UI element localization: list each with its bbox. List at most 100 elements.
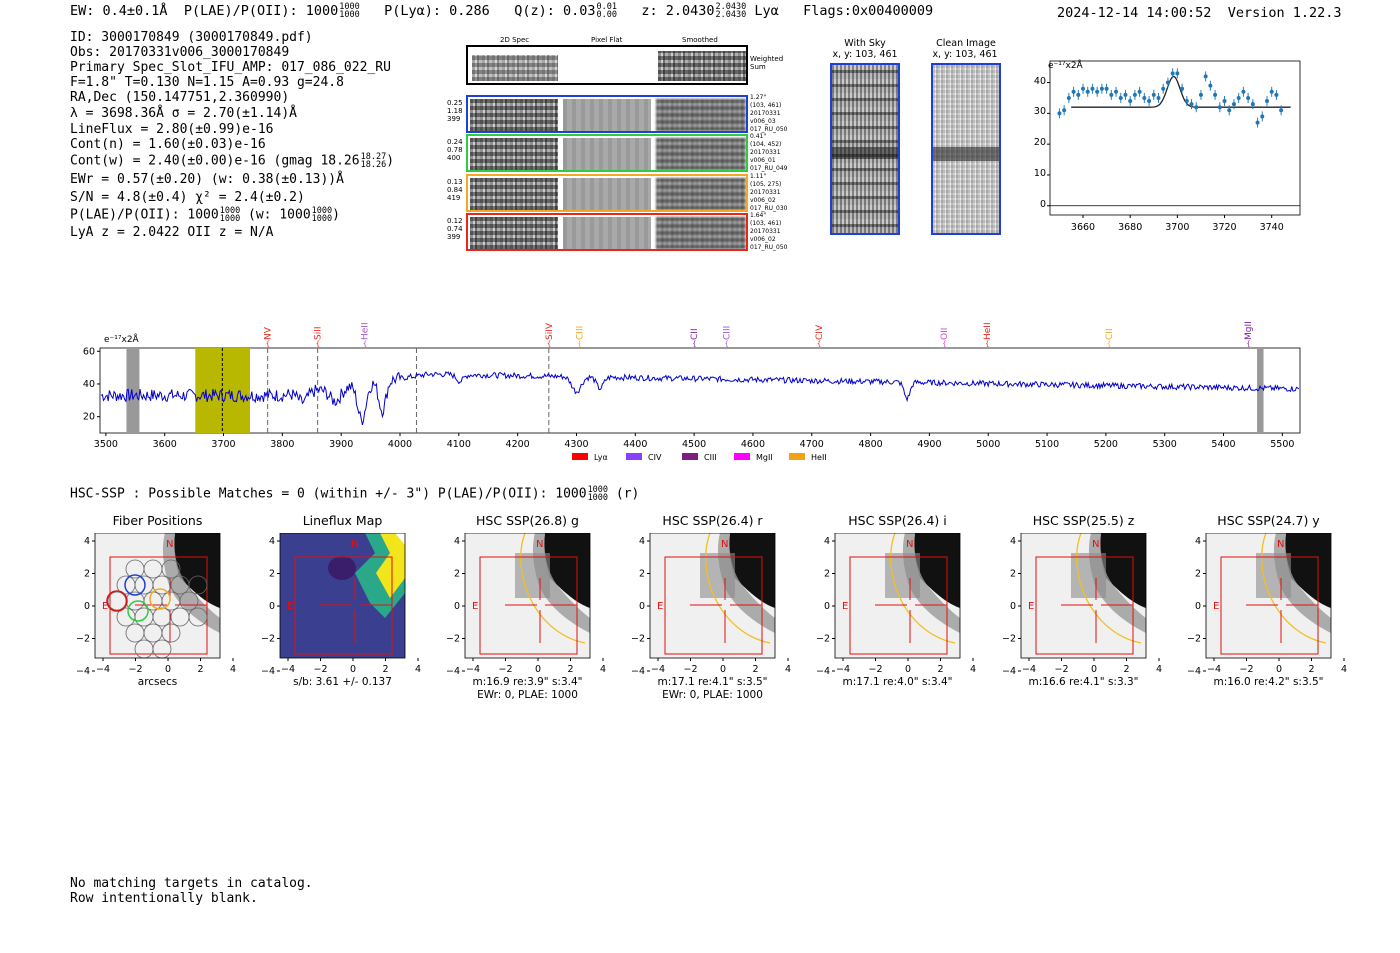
- fit-data-point: [1222, 99, 1227, 104]
- source-halo: [717, 533, 775, 633]
- hsc-ytick-label: 2: [84, 569, 90, 580]
- cutout-stat: 0.78: [447, 146, 463, 154]
- fit-data-point: [1246, 95, 1251, 100]
- clean-image-xy: x, y: 103, 461: [932, 49, 998, 60]
- spec-legend-swatch: [789, 453, 805, 460]
- aperture-ellipse: [890, 533, 956, 644]
- hsc-caption-plae: EWr: 0, PLAE: 1000: [477, 689, 578, 701]
- plae-value: P(LAE)/P(OII): 1000: [183, 3, 339, 19]
- spec-line-brace: {: [942, 340, 946, 348]
- cutout-meta: 017_RU_049: [750, 165, 788, 172]
- cutout-row: [466, 134, 748, 172]
- fit-data-point: [1274, 92, 1279, 97]
- cutout-meta: (103, 461): [750, 220, 782, 227]
- cutout-row-stats: 0.24 0.78 400: [447, 138, 463, 162]
- spec-line-brace: {: [985, 340, 989, 348]
- bright-source: [729, 533, 775, 608]
- cutout-row: [466, 213, 748, 251]
- hsc-xtick-label: −2: [498, 664, 512, 675]
- fit-data-point: [1241, 89, 1246, 94]
- info-id: ID: 3000170849 (3000170849.pdf): [70, 30, 313, 45]
- spec-ytick-label: 20: [83, 412, 95, 423]
- hsc-ytick-label: 0: [824, 601, 830, 612]
- cutout-row-stats: 0.12 0.74 399: [447, 217, 463, 241]
- cutout-meta: 1.64": [750, 212, 767, 219]
- hsc-ytick-label: 0: [1195, 601, 1201, 612]
- east-label: E: [657, 601, 663, 612]
- fit-data-point: [1095, 89, 1100, 94]
- hsc-xtick-label: −2: [868, 664, 882, 675]
- source-halo: [532, 533, 590, 633]
- spec-masked-region: [126, 348, 140, 433]
- fit-xtick-label: 3660: [1071, 222, 1095, 233]
- hsc-xtick-label: 4: [970, 664, 976, 675]
- fit-data-point: [1057, 111, 1062, 116]
- aperture-ellipse: [520, 533, 586, 644]
- fit-data-point: [1151, 92, 1156, 97]
- hsc-ytick-label: −2: [261, 634, 275, 645]
- source-halo: [1088, 533, 1146, 633]
- fit-data-point: [1184, 99, 1189, 104]
- hsc-caption: m:17.1 re:4.1" s:3.5": [657, 676, 768, 688]
- hsc-panel: N E 4 2 0 −2 −4 −4 −2 0 2 4: [816, 533, 976, 677]
- ew-value: EW: 0.4±0.1Å: [70, 3, 168, 19]
- fit-data-point: [1085, 89, 1090, 94]
- cutout-stat: 400: [447, 154, 461, 162]
- fit-xtick-label: 3720: [1212, 222, 1236, 233]
- fit-data-point: [1236, 95, 1241, 100]
- cutout-row-meta: 0.41" (104, 452) 20170331 v006_01 017_RU_049: [750, 133, 787, 173]
- fit-data-point: [1076, 92, 1081, 97]
- fit-data-point: [1132, 92, 1137, 97]
- spec-xtick-label: 4900: [917, 439, 941, 450]
- cutout-stat: 399: [447, 233, 461, 241]
- hsc-ytick-label: −2: [446, 634, 460, 645]
- bright-source: [1100, 533, 1146, 608]
- spec-ytick-label: 60: [83, 346, 95, 357]
- spec-line-brace: {: [547, 340, 551, 348]
- info-sn: S/N = 4.8(±0.4) χ² = 2.4(±0.2): [70, 190, 305, 205]
- hsc-xtick-label: 0: [905, 664, 911, 675]
- hsc-xtick-label: 4: [1156, 664, 1162, 675]
- spec-line-label: CII: [1105, 328, 1115, 340]
- hsc-ytick-label: −2: [1002, 634, 1016, 645]
- with-sky-image: [830, 63, 900, 235]
- fiber-red: [106, 590, 128, 612]
- col-title-pixelflat: Pixel Flat: [591, 36, 623, 44]
- hsc-panel-title: HSC SSP(26.4) i: [848, 513, 947, 528]
- fit-data-point: [1123, 92, 1128, 97]
- spec-xtick-label: 4500: [682, 439, 706, 450]
- spec-xtick-label: 3800: [270, 439, 294, 450]
- cutout-meta: v006_03: [750, 118, 776, 125]
- plae-fraction: 1000 1000: [339, 2, 360, 20]
- hsc-panel-title: HSC SSP(24.7) y: [1217, 513, 1320, 528]
- fit-data-point: [1081, 86, 1086, 91]
- aperture-ellipse: [1261, 533, 1327, 644]
- info-lya-z: LyA z = 2.0422 OII z = N/A: [70, 225, 274, 240]
- footer-line-1: No matching targets in catalog.: [70, 876, 313, 891]
- info-obs: Obs: 20170331v006_3000170849: [70, 45, 290, 60]
- spec-xtick-label: 5200: [1094, 439, 1118, 450]
- spec-xtick-label: 5100: [1035, 439, 1059, 450]
- fit-data-point: [1194, 105, 1199, 110]
- cutout-meta: 20170331: [750, 149, 781, 156]
- spec-line-label: NV: [264, 326, 274, 340]
- spec-xtick-label: 4400: [623, 439, 647, 450]
- fit-data-point: [1137, 89, 1142, 94]
- hsc-xtick-label: 2: [937, 664, 943, 675]
- fit-xtick-label: 3700: [1165, 222, 1189, 233]
- hsc-xtick-label: 0: [350, 664, 356, 675]
- hsc-xtick-label: −2: [313, 664, 327, 675]
- hsc-ytick-label: 4: [269, 536, 275, 547]
- spec-line-brace: {: [817, 340, 821, 348]
- fit-data-point: [1213, 92, 1218, 97]
- spec-line-label: CII: [690, 328, 700, 340]
- spec-line-brace: {: [266, 340, 270, 348]
- hsc-ytick-label: −4: [1002, 666, 1016, 677]
- fiber-circle: [188, 575, 208, 595]
- spec-legend-swatch: [626, 453, 642, 460]
- bright-source: [544, 533, 590, 608]
- source-halo: [1273, 533, 1331, 633]
- fit-ylabel: e⁻¹⁷x2Å: [1048, 61, 1083, 71]
- z-line: Lyα: [754, 3, 779, 19]
- spec-line-brace: {: [577, 340, 581, 348]
